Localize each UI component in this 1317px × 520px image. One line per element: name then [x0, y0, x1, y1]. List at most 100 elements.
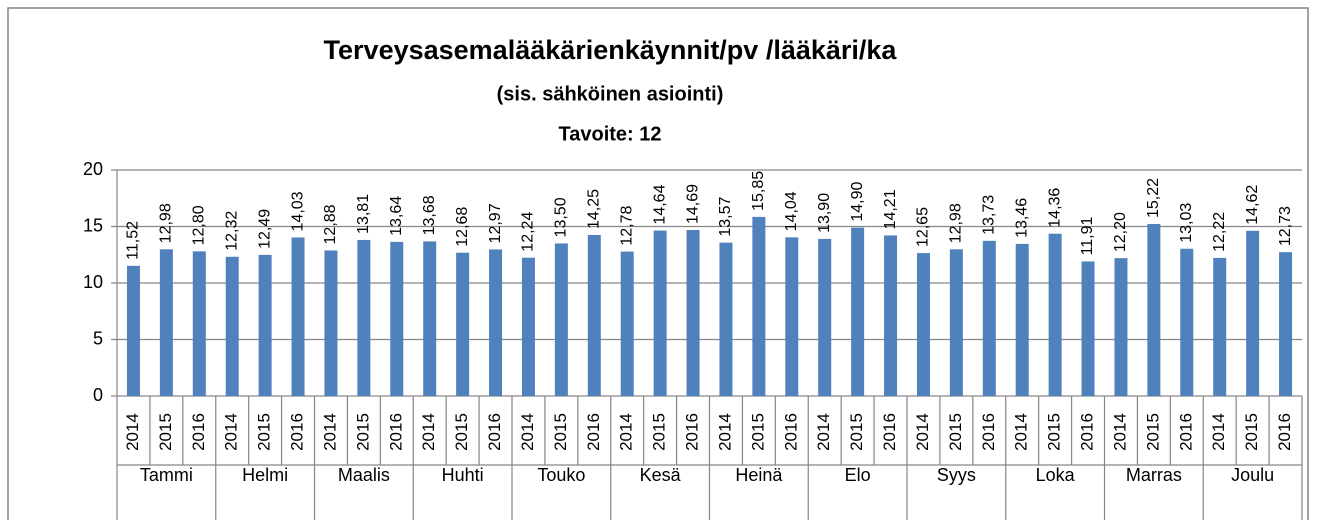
bar: [324, 250, 338, 396]
y-tick-label: 20: [83, 159, 103, 179]
bar: [1213, 257, 1227, 396]
bar: [192, 251, 206, 396]
bar: [719, 242, 733, 396]
data-label: 13,73: [981, 195, 998, 235]
bar: [916, 253, 930, 396]
bar: [1279, 252, 1293, 396]
x-tick-label: 2016: [781, 413, 800, 451]
data-label: 12,22: [1211, 212, 1228, 252]
group-label: Maalis: [338, 465, 390, 485]
y-tick-label: 15: [83, 215, 103, 235]
data-label: 12,98: [158, 203, 175, 243]
bar: [1246, 230, 1260, 396]
data-label: 14,04: [783, 191, 800, 231]
x-tick-label: 2015: [551, 413, 570, 451]
x-tick-label: 2015: [946, 413, 965, 451]
data-label: 12,80: [191, 205, 208, 245]
data-label: 12,68: [454, 207, 471, 247]
x-tick-label: 2016: [189, 413, 208, 451]
x-tick-label: 2014: [617, 413, 636, 451]
group-label: Touko: [537, 465, 585, 485]
bar: [818, 238, 832, 396]
data-label: 14,03: [289, 191, 306, 231]
data-label: 14,62: [1244, 185, 1261, 225]
x-tick-label: 2014: [814, 413, 833, 451]
x-tick-label: 2016: [288, 413, 307, 451]
bar: [126, 265, 140, 396]
bar: [1147, 224, 1161, 396]
bar: [686, 230, 700, 396]
bar: [851, 227, 865, 396]
data-label: 12,78: [618, 205, 635, 245]
bar: [291, 237, 305, 396]
bar: [357, 239, 371, 396]
bar: [1180, 248, 1194, 396]
data-label: 12,65: [915, 207, 932, 247]
data-label: 14,69: [684, 184, 701, 224]
bar: [785, 237, 799, 396]
bar: [949, 249, 963, 396]
data-label: 13,50: [553, 197, 570, 237]
x-tick-label: 2015: [353, 413, 372, 451]
x-tick-label: 2015: [1143, 413, 1162, 451]
x-tick-label: 2016: [485, 413, 504, 451]
x-tick-label: 2014: [123, 413, 142, 451]
x-tick-label: 2014: [222, 413, 241, 451]
bar: [554, 243, 568, 396]
x-tick-label: 2015: [748, 413, 767, 451]
x-tick-label: 2014: [1012, 413, 1031, 451]
data-label: 12,98: [948, 203, 965, 243]
x-tick-label: 2015: [1045, 413, 1064, 451]
group-label: Elo: [845, 465, 871, 485]
data-label: 13,68: [421, 195, 438, 235]
group-label: Marras: [1126, 465, 1182, 485]
bar: [489, 249, 503, 396]
x-tick-label: 2014: [913, 413, 932, 451]
data-label: 12,97: [487, 203, 504, 243]
data-label: 12,73: [1277, 206, 1294, 246]
bar: [258, 254, 272, 396]
data-label: 15,85: [750, 171, 767, 211]
group-label: Syys: [937, 465, 976, 485]
group-label: Heinä: [735, 465, 783, 485]
group-label: Tammi: [140, 465, 193, 485]
chart-title: Terveysasemalääkärienkäynnit/pv /lääkäri…: [324, 35, 898, 65]
x-tick-label: 2015: [156, 413, 175, 451]
data-label: 13,57: [717, 197, 734, 237]
chart-subtitle: (sis. sähköinen asiointi): [497, 83, 724, 105]
bar: [1048, 233, 1062, 396]
x-tick-label: 2014: [419, 413, 438, 451]
bar: [653, 230, 667, 396]
data-label: 12,49: [256, 209, 273, 249]
bar: [1081, 261, 1095, 396]
group-label: Helmi: [242, 465, 288, 485]
data-label: 13,90: [816, 193, 833, 233]
x-tick-label: 2015: [847, 413, 866, 451]
data-label: 11,52: [125, 221, 142, 260]
bar: [884, 235, 898, 396]
x-tick-label: 2015: [452, 413, 471, 451]
group-label: Huhti: [442, 465, 484, 485]
group-label: Kesä: [640, 465, 682, 485]
annotation: Tavoite: 12: [559, 123, 662, 145]
bar: [982, 240, 996, 396]
data-label: 12,24: [520, 212, 537, 252]
x-tick-label: 2014: [715, 413, 734, 451]
y-tick-label: 5: [93, 328, 103, 348]
data-label: 12,32: [223, 211, 240, 251]
x-tick-label: 2016: [880, 413, 899, 451]
x-tick-label: 2014: [1209, 413, 1228, 451]
data-label: 13,64: [388, 196, 405, 236]
bar: [521, 257, 535, 396]
bar: [587, 234, 601, 396]
data-label: 15,22: [1145, 178, 1162, 218]
x-tick-label: 2016: [1078, 413, 1097, 451]
x-tick-label: 2016: [584, 413, 603, 451]
data-label: 11,91: [1079, 216, 1096, 255]
data-label: 13,03: [1178, 203, 1195, 243]
x-tick-label: 2016: [1275, 413, 1294, 451]
bar: [225, 256, 239, 396]
data-label: 14,21: [882, 189, 899, 229]
data-label: 12,88: [322, 204, 339, 244]
